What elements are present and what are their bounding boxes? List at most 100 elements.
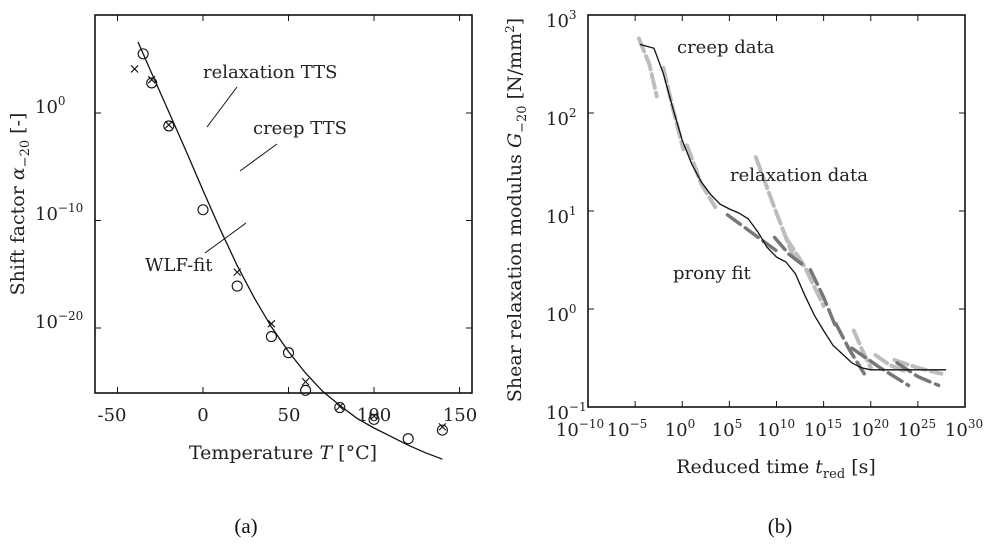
a-relaxation-tts-point [334, 401, 346, 414]
b-ytick-exp: 0 [569, 302, 577, 316]
a-ytick-label-10e-10: 10−10 [35, 201, 83, 225]
a-xtick-label: 50 [278, 405, 301, 426]
a-creep-tts-point [438, 423, 447, 431]
a-creep-tts-point [130, 65, 139, 73]
b-y-axis-unit: [N/mm [504, 33, 526, 106]
b-x-axis-subscript: red [823, 467, 845, 482]
b-ytick-exp: 2 [569, 106, 577, 120]
panel-a-shift-factor-chart: -50 0 50 100 150 100 10−10 10−20 Tempera… [7, 14, 477, 464]
b-annotation-creep-data: creep data [677, 37, 775, 58]
b-annotation-relaxation-data: relaxation data [730, 165, 868, 186]
b-y-axis-unit-close: ] [504, 18, 526, 25]
a-annotation-wlf-fit: WLF-fit [145, 255, 213, 276]
b-xtick-exp: 25 [921, 417, 936, 431]
b-xtick-exp: −10 [579, 417, 604, 431]
a-relaxation-tts-point [436, 424, 448, 436]
a-wlf-fit-line [137, 41, 443, 460]
a-ytick-label-10e-20: 10−20 [35, 309, 83, 333]
b-ytick-label-10e0: 100 [546, 302, 577, 326]
panel-b-shear-modulus-chart: 103 102 101 100 10−1 10−10 10−5 100 105 … [503, 8, 983, 482]
a-ytick-exp: −20 [58, 309, 83, 323]
a-xtick-label: 0 [197, 405, 208, 426]
a-y-axis-unit: [-] [7, 113, 29, 140]
b-ytick-label-10e2: 102 [546, 106, 577, 130]
b-xtick-exp: 5 [735, 417, 743, 431]
a-x-axis-label: Temperature T [°C] [189, 442, 377, 464]
a-ytick-exp: −10 [58, 201, 83, 215]
b-xtick-label-10e30: 1030 [945, 417, 983, 441]
b-ytick-exp: 3 [569, 8, 577, 22]
a-xtick-label: 150 [443, 405, 477, 426]
b-ytick-exp: −1 [569, 400, 587, 414]
a-relaxation-tts-point [282, 347, 295, 359]
b-y-axis-subscript: −20 [515, 105, 530, 132]
b-xtick-label-10e0: 100 [665, 417, 696, 441]
b-x-axis-symbol: t [815, 456, 823, 478]
a-xtick-label: 100 [357, 405, 391, 426]
a-relaxation-tts-point [231, 280, 243, 292]
a-relaxation-tts-point [137, 48, 149, 60]
a-creep-tts-point [147, 75, 156, 84]
a-relaxation-tts-point [265, 331, 277, 343]
a-relaxation-tts-point [197, 204, 209, 216]
b-x-axis-label: Reduced time tred [s] [676, 456, 876, 482]
b-relaxation-data-segment [834, 321, 866, 376]
b-creep-data-segment [685, 143, 718, 210]
b-creep-data-segment [873, 353, 906, 373]
caption-a: (a) [234, 514, 257, 538]
b-xtick-exp: 0 [688, 417, 696, 431]
b-xtick-label-10e-10: 10−10 [556, 417, 604, 441]
a-creep-tts-point [164, 120, 173, 129]
b-creep-data-segment [892, 358, 944, 376]
b-xtick-label-10e20: 1020 [851, 417, 889, 441]
a-creep-tts-point [370, 412, 378, 421]
b-y-axis-unit-exp: 2 [503, 25, 517, 33]
b-relaxation-data-segment [772, 235, 805, 267]
a-annotation-relaxation-tts: relaxation TTS [203, 62, 337, 83]
b-creep-data-segment [636, 36, 659, 99]
a-y-axis-subscript: −20 [18, 140, 33, 167]
b-xtick-exp: 15 [827, 417, 842, 431]
a-y-axis-label: Shift factor α−20 [-] [7, 113, 33, 296]
b-xtick-label-10e25: 1025 [898, 417, 936, 441]
panel-a-data-points [130, 48, 448, 445]
a-creep-tts-point [335, 402, 344, 411]
a-annotation-leader-wlf [204, 222, 247, 254]
b-xtick-exp: 10 [780, 417, 795, 431]
a-relaxation-tts-point [146, 77, 158, 89]
a-xtick-label: -50 [98, 405, 127, 426]
a-relaxation-tts-point [163, 120, 175, 132]
b-relaxation-data-segment [808, 268, 837, 327]
b-prony-fit-line [639, 43, 947, 371]
b-relaxation-data-segment [850, 346, 911, 388]
b-xtick-label-10e5: 105 [712, 417, 743, 441]
panel-b-series [636, 36, 947, 388]
b-ytick-exp: 1 [569, 204, 577, 218]
b-xtick-exp: −5 [630, 417, 648, 431]
panel-a-plot-frame [94, 14, 473, 394]
caption-b: (b) [768, 514, 793, 538]
b-annotation-prony-fit: prony fit [673, 263, 751, 284]
a-ytick-exp: 0 [58, 94, 66, 108]
a-ytick-label-10e0: 100 [35, 94, 66, 118]
b-xtick-exp: 20 [874, 417, 889, 431]
b-relaxation-data-segment [725, 213, 781, 254]
a-x-axis-symbol: T [319, 442, 333, 464]
b-xtick-label-10e-5: 10−5 [607, 417, 648, 441]
a-relaxation-tts-point [300, 384, 312, 396]
b-y-axis-symbol: G [504, 133, 526, 148]
b-creep-data-segment [783, 235, 826, 309]
b-xtick-label-10e15: 1015 [804, 417, 842, 441]
b-relaxation-data-segment [895, 361, 941, 388]
a-relaxation-tts-point [368, 413, 380, 425]
b-creep-data-segment [851, 328, 873, 370]
b-x-axis-unit: [s] [845, 456, 876, 478]
b-xtick-exp: 30 [968, 417, 983, 431]
panel-a-ticks [95, 15, 472, 393]
b-y-axis-label: Shear relaxation modulus G−20 [N/mm2] [503, 18, 530, 402]
panel-a-wlf-curve [137, 41, 443, 460]
a-annotation-leader-creep [239, 143, 278, 172]
a-creep-tts-point [267, 319, 276, 328]
